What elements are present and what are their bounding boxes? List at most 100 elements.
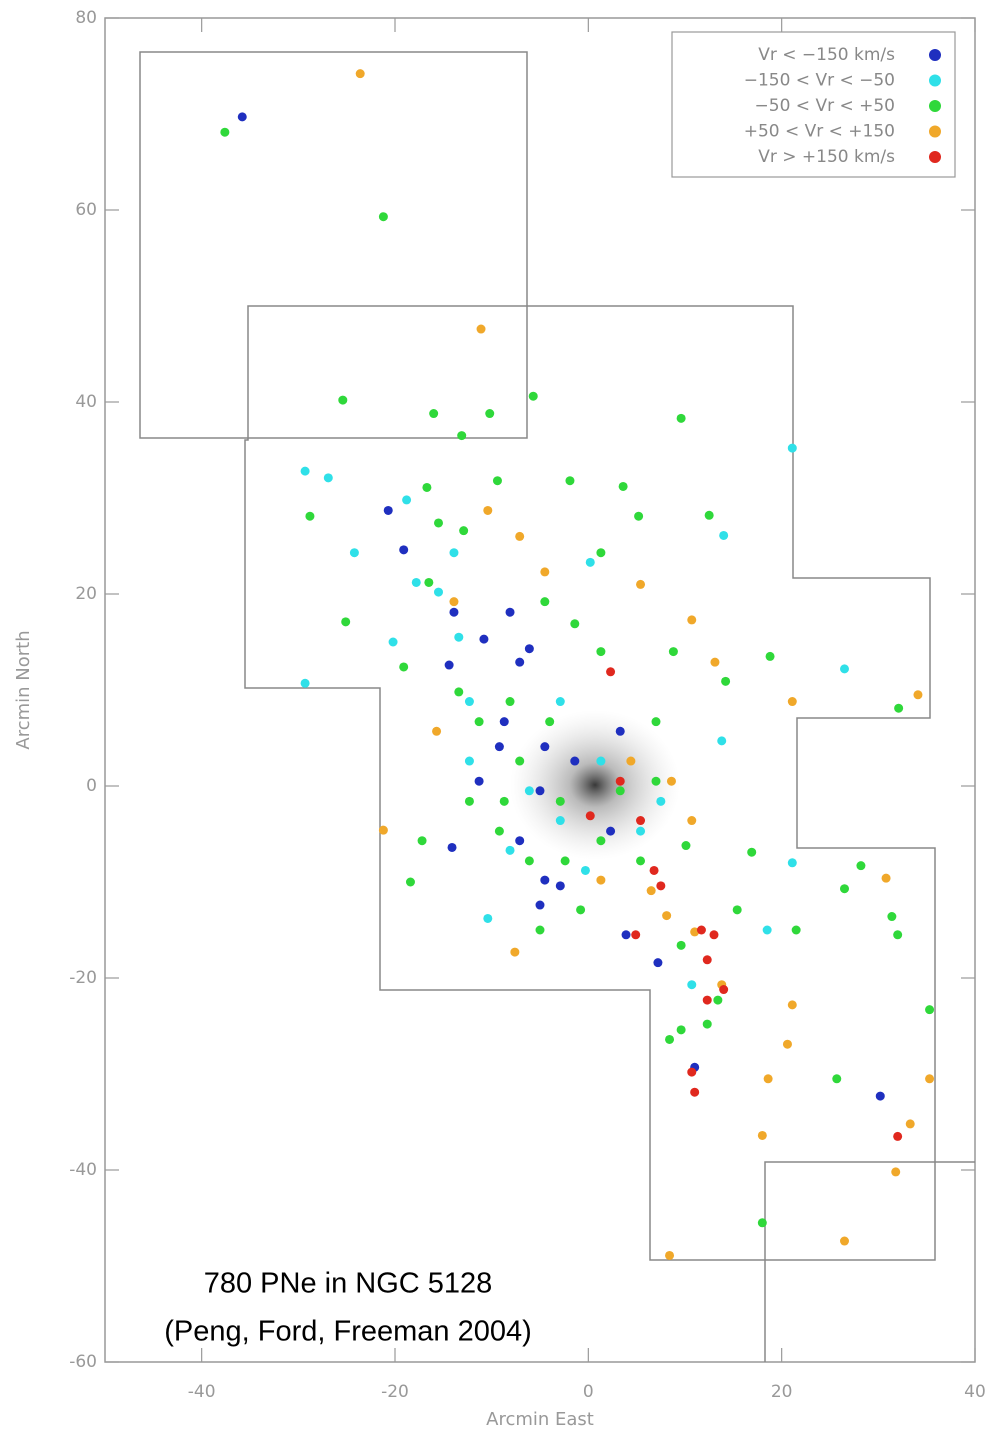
data-point xyxy=(636,580,645,589)
data-point xyxy=(529,392,538,401)
data-point xyxy=(576,905,585,914)
data-point xyxy=(616,786,625,795)
data-point xyxy=(697,926,706,935)
legend-marker xyxy=(929,151,941,163)
data-point xyxy=(220,128,229,137)
data-point xyxy=(634,512,643,521)
data-point xyxy=(483,914,492,923)
legend-label: Vr > +150 km/s xyxy=(758,147,895,167)
data-point xyxy=(596,757,605,766)
data-point xyxy=(457,431,466,440)
data-point xyxy=(913,690,922,699)
data-point xyxy=(887,912,896,921)
field-outline xyxy=(765,1162,975,1362)
data-point xyxy=(713,996,722,1005)
data-point xyxy=(422,483,431,492)
data-point xyxy=(626,757,635,766)
data-point xyxy=(705,511,714,520)
data-point xyxy=(506,608,515,617)
data-point xyxy=(500,797,509,806)
data-point xyxy=(556,697,565,706)
data-point xyxy=(540,876,549,885)
data-point xyxy=(454,633,463,642)
data-point xyxy=(647,886,656,895)
data-point xyxy=(449,548,458,557)
data-point xyxy=(677,414,686,423)
x-tick-label: 40 xyxy=(964,1382,986,1402)
data-point xyxy=(570,619,579,628)
data-point xyxy=(561,856,570,865)
data-point xyxy=(758,1218,767,1227)
data-point xyxy=(384,506,393,515)
data-point xyxy=(596,836,605,845)
data-point xyxy=(681,841,690,850)
data-point xyxy=(925,1005,934,1014)
x-tick-label: 0 xyxy=(583,1382,594,1402)
y-tick-label: 60 xyxy=(75,200,97,220)
data-point xyxy=(500,717,509,726)
data-point xyxy=(459,526,468,535)
data-point xyxy=(510,948,519,957)
data-point xyxy=(540,742,549,751)
data-point xyxy=(379,212,388,221)
data-point xyxy=(733,905,742,914)
data-point xyxy=(788,697,797,706)
data-point xyxy=(840,1237,849,1246)
data-point xyxy=(840,664,849,673)
x-tick-label: -20 xyxy=(381,1382,409,1402)
annotation: (Peng, Ford, Freeman 2004) xyxy=(164,1316,532,1348)
y-tick-label: 80 xyxy=(75,8,97,28)
data-point xyxy=(783,1040,792,1049)
data-point xyxy=(906,1119,915,1128)
data-point xyxy=(515,757,524,766)
data-point xyxy=(636,816,645,825)
data-point xyxy=(764,1074,773,1083)
y-tick-label: -40 xyxy=(69,1160,97,1180)
data-point xyxy=(703,1020,712,1029)
data-point xyxy=(445,661,454,670)
data-point xyxy=(515,836,524,845)
data-point xyxy=(581,866,590,875)
data-point xyxy=(596,876,605,885)
data-point xyxy=(495,827,504,836)
data-point xyxy=(653,958,662,967)
data-point xyxy=(687,980,696,989)
data-point xyxy=(379,826,388,835)
legend-marker xyxy=(929,75,941,87)
data-point xyxy=(525,786,534,795)
data-point xyxy=(710,930,719,939)
data-point xyxy=(656,797,665,806)
data-point xyxy=(515,532,524,541)
data-point xyxy=(656,881,665,890)
data-point xyxy=(619,482,628,491)
data-point xyxy=(650,866,659,875)
data-point xyxy=(788,858,797,867)
data-point xyxy=(662,911,671,920)
data-point xyxy=(703,955,712,964)
data-point xyxy=(556,816,565,825)
data-point xyxy=(690,1088,699,1097)
data-point xyxy=(545,717,554,726)
legend-label: −50 < Vr < +50 xyxy=(755,96,895,116)
data-point xyxy=(536,786,545,795)
data-point xyxy=(485,409,494,418)
data-point xyxy=(721,677,730,686)
data-point xyxy=(586,558,595,567)
data-point xyxy=(665,1035,674,1044)
data-point xyxy=(792,926,801,935)
data-point xyxy=(652,777,661,786)
data-point xyxy=(616,777,625,786)
data-point xyxy=(432,727,441,736)
data-point xyxy=(606,827,615,836)
data-point xyxy=(856,861,865,870)
data-point xyxy=(556,797,565,806)
data-point xyxy=(747,848,756,857)
data-point xyxy=(710,658,719,667)
data-point xyxy=(536,926,545,935)
data-point xyxy=(238,112,247,121)
legend-marker xyxy=(929,49,941,61)
data-point xyxy=(434,588,443,597)
data-point xyxy=(556,881,565,890)
data-point xyxy=(631,930,640,939)
data-point xyxy=(412,578,421,587)
